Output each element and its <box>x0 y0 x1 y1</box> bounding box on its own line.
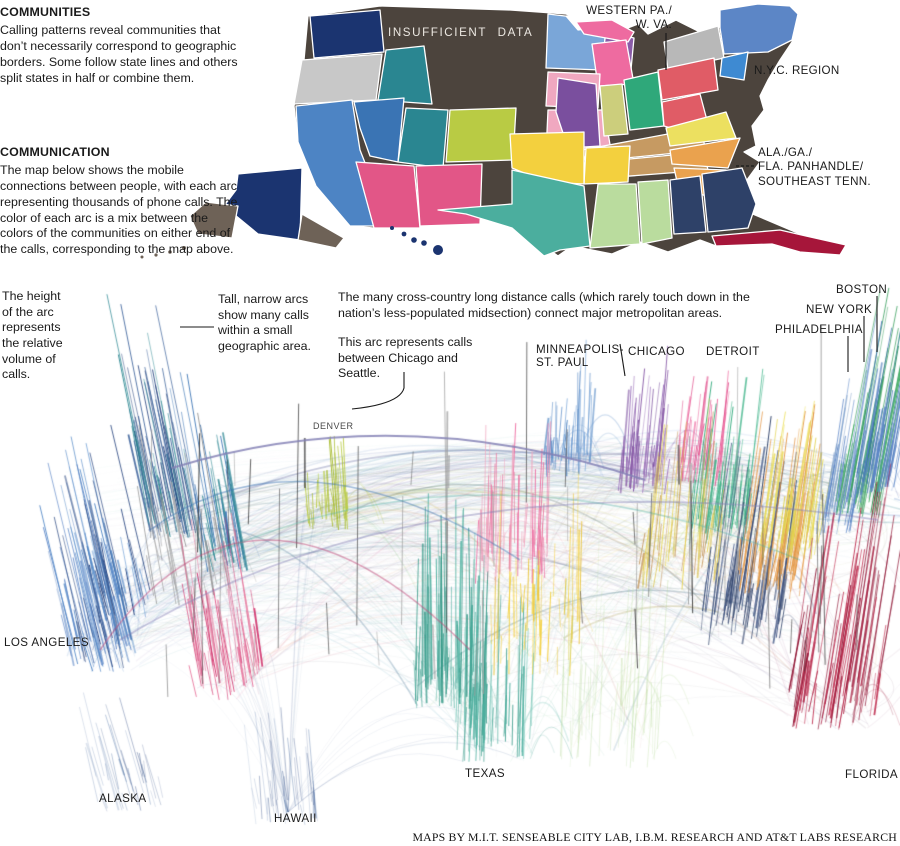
annotation-arc-height: The height of the arc represents the rel… <box>2 289 63 382</box>
region-michigan-up <box>575 19 635 43</box>
label-insufficient-data: INSUFFICIENT DATA <box>388 26 534 39</box>
hawaii-island <box>401 231 407 237</box>
region-alaska-panhandle <box>297 213 345 249</box>
region-florida <box>711 229 847 256</box>
hawaii-island <box>390 226 394 230</box>
label-texas: TEXAS <box>465 767 506 780</box>
communities-body: Calling patterns reveal communities that… <box>0 22 238 85</box>
annotation-tall-arcs: Tall, narrow arcs show many calls within… <box>218 292 311 353</box>
region-north-carolina <box>669 137 741 169</box>
credit-line: MAPS BY M.I.T. SENSEABLE CITY LAB, I.B.M… <box>412 830 897 844</box>
aleutian-island <box>140 255 144 259</box>
region-washington <box>309 9 385 59</box>
communication-heading: COMMUNICATION <box>0 145 110 159</box>
label-nyc-region: N.Y.C. REGION <box>754 64 840 77</box>
region-colorado <box>445 107 517 163</box>
us-communities-map <box>140 3 847 259</box>
region-mississippi <box>637 179 673 245</box>
region-idaho <box>377 45 433 105</box>
label-ala-ga: ALA./GA./ FLA. PANHANDLE/ SOUTHEAST TENN… <box>758 146 871 188</box>
label-boston: BOSTON <box>836 283 888 296</box>
communities-block: COMMUNITIES Calling patterns reveal comm… <box>0 5 238 86</box>
hawaii-island <box>421 240 427 246</box>
aleutian-island <box>182 246 186 250</box>
region-alaska <box>223 167 303 241</box>
region-louisiana <box>589 183 641 249</box>
label-detroit: DETROIT <box>706 345 760 358</box>
hawaii-island <box>433 245 443 255</box>
label-denver: DENVER <box>313 421 354 431</box>
label-hawaii: HAWAII <box>274 812 317 825</box>
label-new-york: NEW YORK <box>806 303 873 316</box>
annotation-cross-country: The many cross-country long distance cal… <box>338 290 750 320</box>
region-arkansas <box>583 145 631 185</box>
annotation-chicago-seattle: This arc represents calls between Chicag… <box>338 335 473 381</box>
label-chicago: CHICAGO <box>628 345 685 358</box>
aleutian-island <box>168 250 172 254</box>
label-florida: FLORIDA <box>845 768 899 781</box>
communities-heading: COMMUNITIES <box>0 5 91 19</box>
label-los-angeles: LOS ANGELES <box>4 636 89 649</box>
hawaii-island <box>411 237 417 243</box>
label-minneapolis: MINNEAPOLIS- ST. PAUL <box>536 343 624 369</box>
label-western-pa: WESTERN PA./ W. VA. <box>586 4 672 32</box>
region-indiana <box>599 83 629 137</box>
region-new-mexico <box>415 163 483 227</box>
call-arcs-visualization <box>0 276 900 846</box>
aleutian-island <box>154 253 158 257</box>
label-philadelphia: PHILADELPHIA <box>775 323 863 336</box>
region-nevada <box>353 97 405 163</box>
region-virginia <box>665 111 737 147</box>
region-new-england <box>719 3 799 55</box>
region-alaska-west <box>189 201 239 239</box>
communication-block: COMMUNICATION The map below shows the mo… <box>0 145 238 258</box>
region-alabama <box>669 175 707 235</box>
region-georgia <box>701 167 757 233</box>
region-utah <box>397 107 449 169</box>
region-texas <box>437 169 591 257</box>
region-ohio <box>623 71 665 131</box>
communication-body: The map below shows the mobile connectio… <box>0 162 238 257</box>
label-alaska: ALASKA <box>99 792 147 805</box>
region-oregon <box>293 53 383 105</box>
region-arizona <box>355 161 421 229</box>
region-pennsylvania <box>657 57 719 101</box>
region-nyc <box>719 51 749 81</box>
